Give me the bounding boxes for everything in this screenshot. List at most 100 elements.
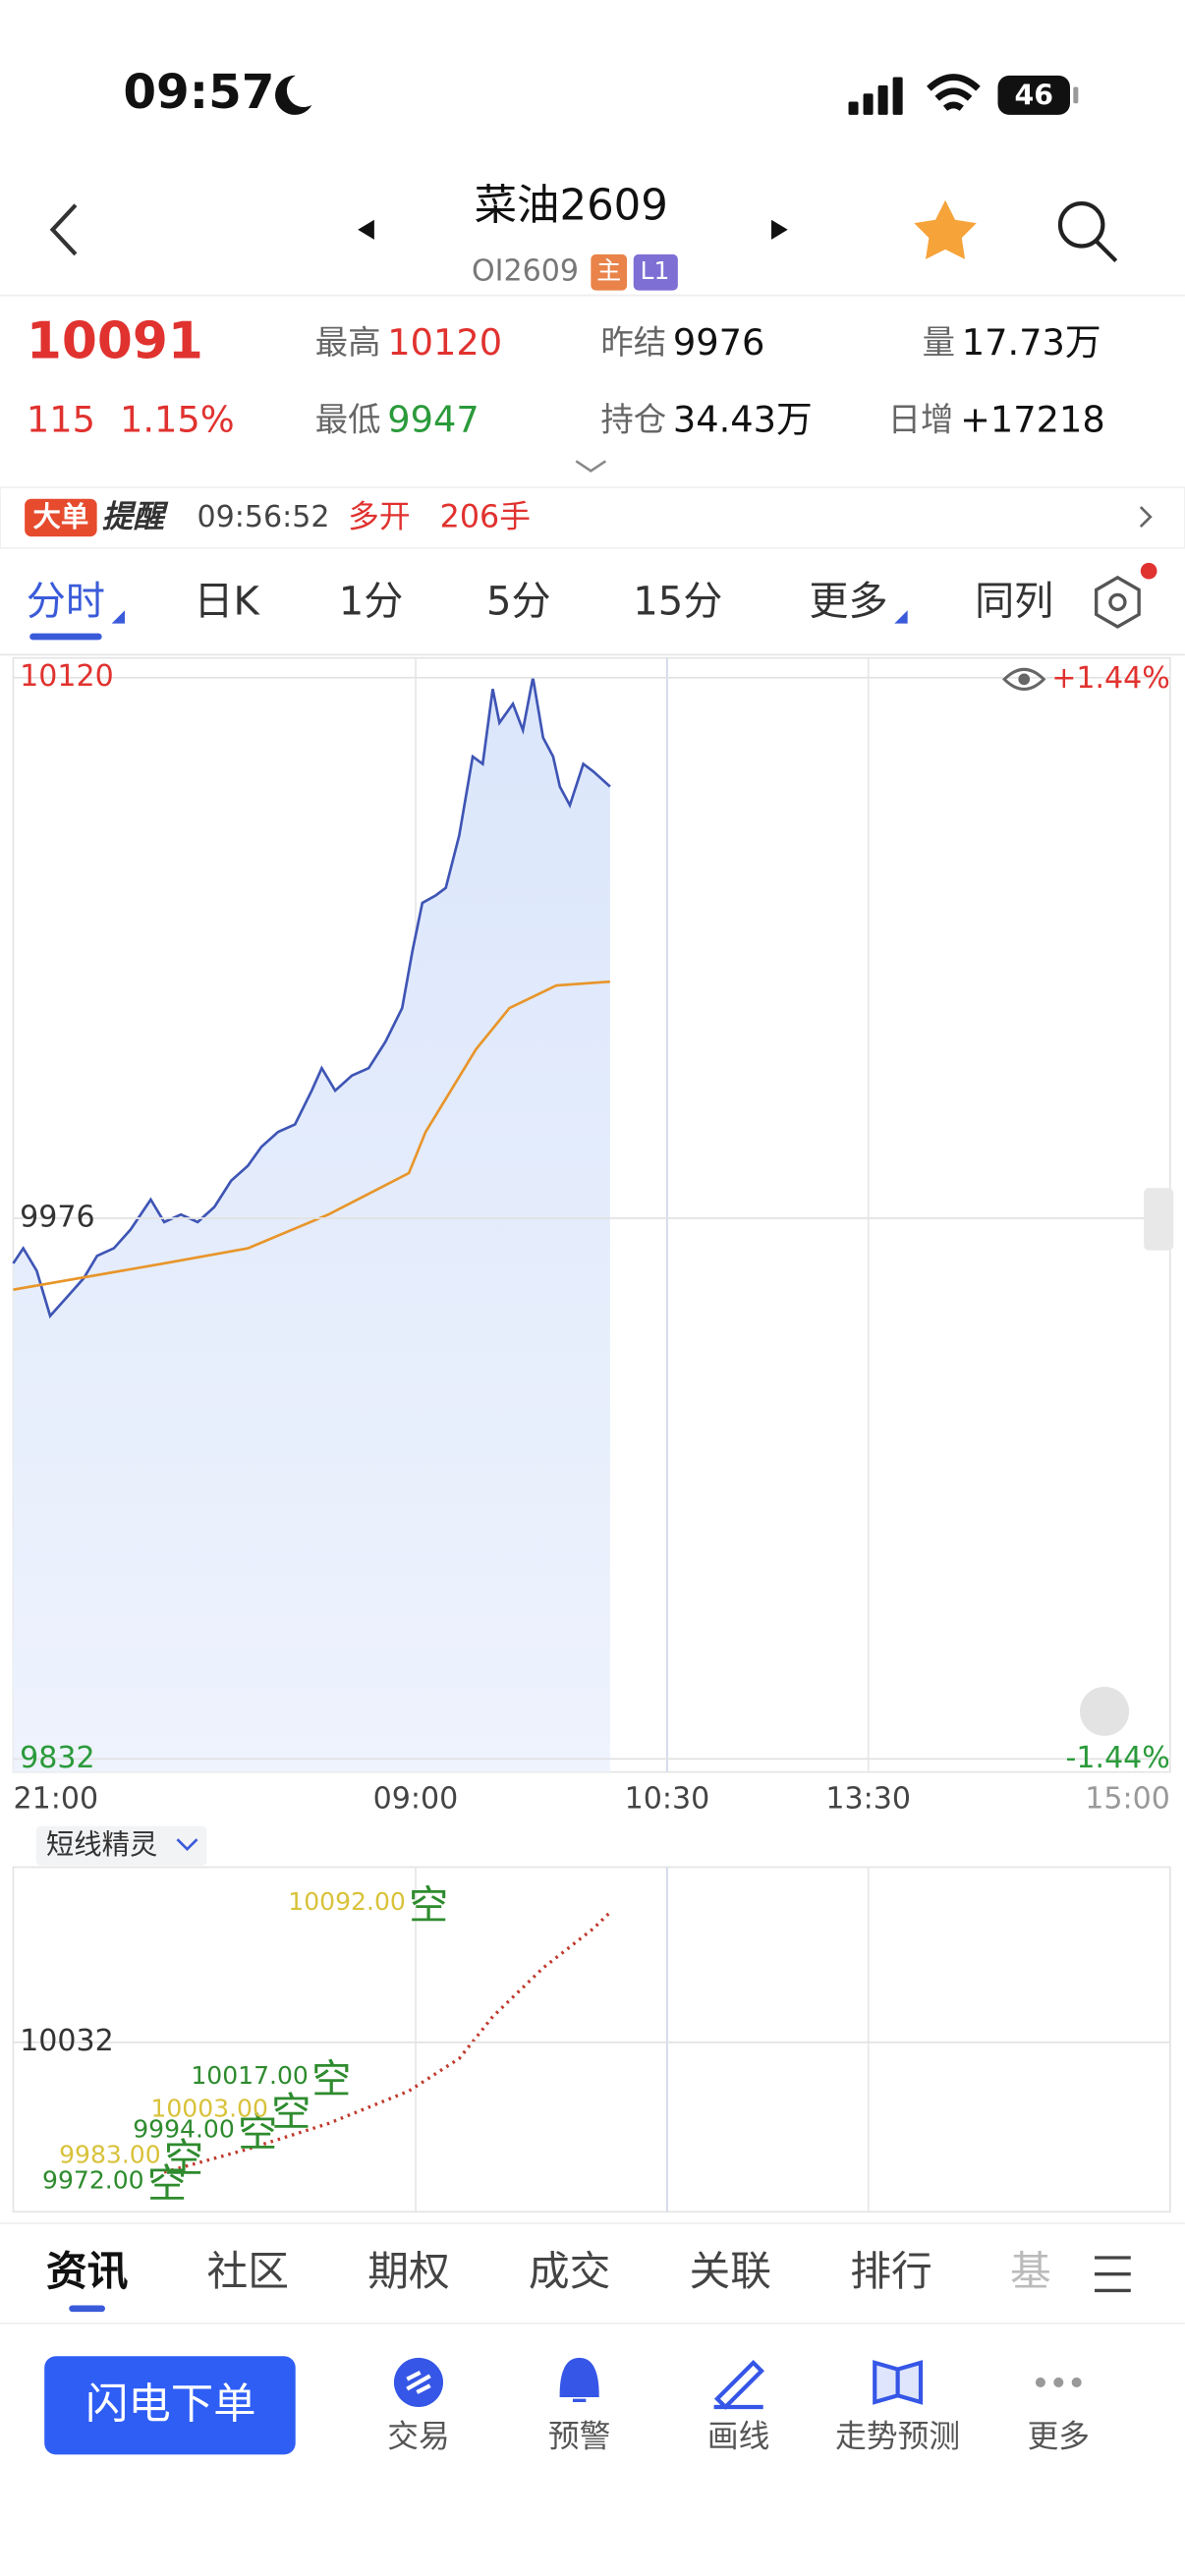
alert-bar[interactable]	[0, 486, 1185, 549]
tag-main-bg	[591, 253, 628, 291]
tag-level-bg	[633, 253, 678, 291]
tag-level: L1	[641, 256, 670, 285]
contract-title: 菜油2609	[475, 182, 668, 231]
info-tab[interactable]: 关联	[690, 2247, 772, 2295]
toolbar-item[interactable]: 预警	[548, 2420, 610, 2455]
toolbar-item[interactable]: 画线	[707, 2420, 769, 2455]
info-tab[interactable]: 基	[1010, 2247, 1051, 2295]
info-tab[interactable]: 排行	[850, 2247, 932, 2295]
tab-dropdown	[111, 610, 126, 624]
favorite-star[interactable]	[914, 199, 977, 259]
field-label: 持仓	[600, 401, 666, 439]
toolbar-item[interactable]: 走势预测	[835, 2420, 960, 2455]
contract-code: OI2609	[472, 254, 579, 289]
y-tick-label: 10032	[20, 2024, 114, 2058]
period-tab[interactable]: 更多	[809, 580, 887, 625]
status-time: 09:57	[123, 65, 274, 120]
x-tick-label: 09:00	[373, 1782, 459, 1817]
y-tick-label: 9976	[20, 1201, 94, 1235]
signal-kind: 空	[238, 2111, 277, 2156]
battery-icon	[997, 75, 1070, 115]
search-button[interactable]	[1057, 201, 1118, 263]
wifi-icon	[927, 74, 981, 111]
signal-icon	[848, 77, 903, 115]
active-tab-indicator	[69, 2305, 105, 2313]
back-button[interactable]	[49, 203, 78, 256]
info-tab[interactable]: 资讯	[46, 2247, 129, 2295]
toolbar-item[interactable]: 更多	[1028, 2420, 1090, 2455]
period-tab[interactable]: 同列	[975, 580, 1053, 625]
signal-value: 10003.00	[150, 2094, 268, 2122]
y-tick-label: 10120	[20, 659, 114, 694]
signal-kind: 空	[271, 2090, 310, 2135]
right-label: +1.44%	[1051, 661, 1170, 696]
x-tick-label: 21:00	[13, 1782, 98, 1817]
menu-button[interactable]	[1095, 2256, 1131, 2293]
field-label: 最低	[315, 401, 381, 439]
alert-arrow	[1139, 506, 1153, 529]
signal-kind: 空	[311, 2057, 351, 2102]
battery-tip	[1073, 86, 1079, 104]
field-label: 日增	[888, 401, 954, 439]
signal-kind: 空	[147, 2162, 187, 2208]
field-value: 34.43万	[673, 399, 813, 441]
info-tab[interactable]: 期权	[367, 2247, 449, 2295]
prev-contract[interactable]	[358, 219, 374, 240]
period-tab[interactable]: 1分	[339, 580, 404, 625]
battery-level: 46	[1014, 80, 1053, 112]
plot-frame	[12, 1866, 1171, 2213]
info-tabs: 资讯 社区 期权 成交 关联 排行 基	[46, 2247, 1051, 2313]
price-area	[13, 677, 610, 1772]
alert-badge: 大单	[33, 501, 89, 533]
side-handle[interactable]	[1144, 1188, 1174, 1251]
period-tab[interactable]: 分时	[27, 580, 105, 625]
quick-order-button[interactable]	[44, 2356, 296, 2455]
field-label: 量	[923, 323, 955, 362]
period-tab[interactable]: 日K	[194, 580, 260, 625]
info-tab[interactable]: 成交	[529, 2247, 611, 2295]
field-value: +17218	[960, 399, 1105, 441]
x-tick-label: 10:30	[625, 1782, 710, 1817]
alert-action: 多开	[348, 500, 410, 535]
toolbar-item[interactable]: 交易	[387, 2420, 449, 2455]
active-tab-indicator	[29, 633, 102, 641]
draw-icon	[713, 2359, 764, 2410]
alert-title: 提醒	[102, 500, 169, 535]
more-icon	[1035, 2377, 1082, 2387]
indicator-line	[163, 1911, 612, 2174]
indicator-label: 短线精灵	[46, 1828, 158, 1861]
average-line	[13, 980, 610, 1291]
expand-chevron[interactable]	[575, 460, 607, 473]
signal-value: 9994.00	[133, 2115, 235, 2144]
info-tab[interactable]: 社区	[207, 2247, 290, 2295]
field-value: 9947	[387, 399, 480, 441]
signal-kind: 空	[164, 2137, 203, 2182]
right-label: -1.44%	[1066, 1741, 1170, 1775]
price-change: 115	[27, 399, 95, 441]
signal-value: 10017.00	[191, 2061, 309, 2090]
signal-kind: 空	[409, 1883, 448, 1929]
last-price: 10091	[27, 312, 203, 371]
trade-icon-mark	[406, 2371, 431, 2394]
eye-icon[interactable]	[1002, 667, 1046, 691]
tab-dropdown	[894, 610, 908, 624]
field-value: 17.73万	[962, 321, 1101, 364]
moon-icon	[275, 75, 312, 115]
field-label: 昨结	[600, 323, 666, 362]
period-tab[interactable]: 5分	[486, 580, 551, 625]
price-change-pct: 1.15%	[120, 399, 235, 441]
period-tab[interactable]: 15分	[633, 580, 722, 625]
x-tick-label: 15:00	[1085, 1782, 1170, 1817]
signal-value: 10092.00	[288, 1887, 406, 1916]
signal-value: 9972.00	[42, 2166, 144, 2195]
fullscreen-button[interactable]	[1080, 1686, 1130, 1736]
indicator-selector[interactable]	[35, 1825, 207, 1866]
y-tick-label: 9832	[20, 1741, 94, 1775]
field-label: 最高	[315, 323, 381, 362]
next-contract[interactable]	[771, 219, 788, 240]
settings-button[interactable]	[1095, 562, 1157, 629]
intraday-chart: 21:00 09:00 10:30 13:30 15:00 9832 9976 10120 +1…	[12, 656, 1171, 1817]
indicator-chevron	[176, 1838, 198, 1852]
